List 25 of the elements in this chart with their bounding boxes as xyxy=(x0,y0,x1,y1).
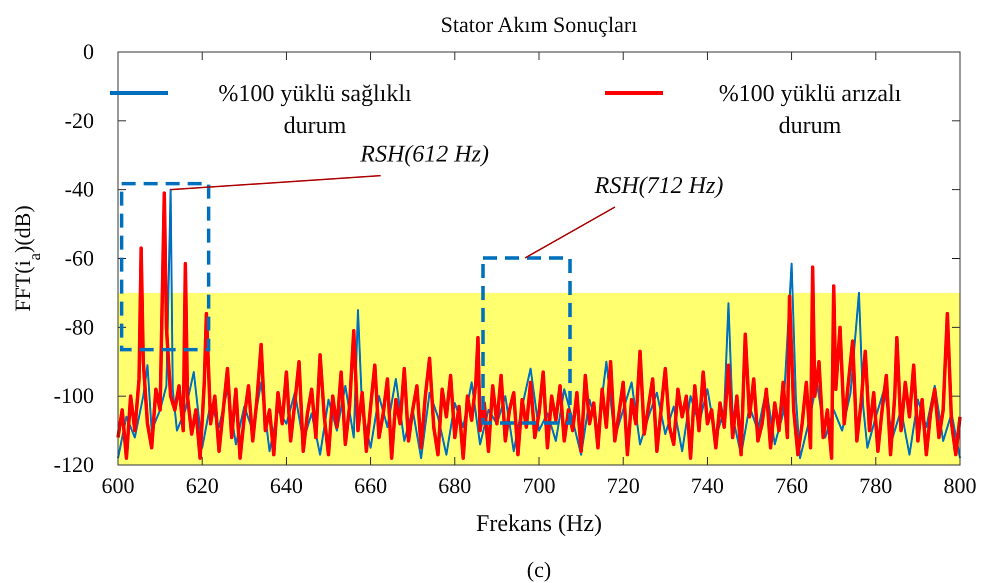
legend-label: %100 yüklü sağlıklı durum xyxy=(218,81,412,139)
x-axis-title: Frekans (Hz) xyxy=(476,511,602,537)
x-tick-label: 680 xyxy=(438,473,472,498)
x-tick-label: 600 xyxy=(102,473,134,498)
x-tick-label: 800 xyxy=(944,473,976,498)
y-tick-label: -120 xyxy=(54,452,94,477)
y-tick-label: -60 xyxy=(64,246,94,270)
x-tick-label: 640 xyxy=(270,473,303,498)
y-tick-label: 0 xyxy=(83,39,94,64)
x-tick-label: 700 xyxy=(522,473,556,498)
x-tick-label: 780 xyxy=(859,473,892,498)
y-tick-label: -80 xyxy=(64,314,94,340)
y-tick-label: -20 xyxy=(64,108,94,133)
text: (c) xyxy=(526,557,552,582)
legend-label: %100 yüklü arızalı durum xyxy=(718,81,902,139)
y-tick-label: -100 xyxy=(54,383,94,408)
annotation: RSH(712 Hz) xyxy=(594,173,724,199)
y-tick-label: -40 xyxy=(64,176,94,202)
annotation: RSH(612 Hz) xyxy=(359,142,489,168)
chart-title: Stator Akım Sonuçları xyxy=(440,12,638,37)
x-tick-label: 740 xyxy=(690,473,724,498)
x-tick-label: 620 xyxy=(186,473,219,498)
x-tick-label: 660 xyxy=(354,473,388,498)
x-tick-label: 760 xyxy=(775,473,808,498)
x-tick-label: 720 xyxy=(606,473,640,498)
